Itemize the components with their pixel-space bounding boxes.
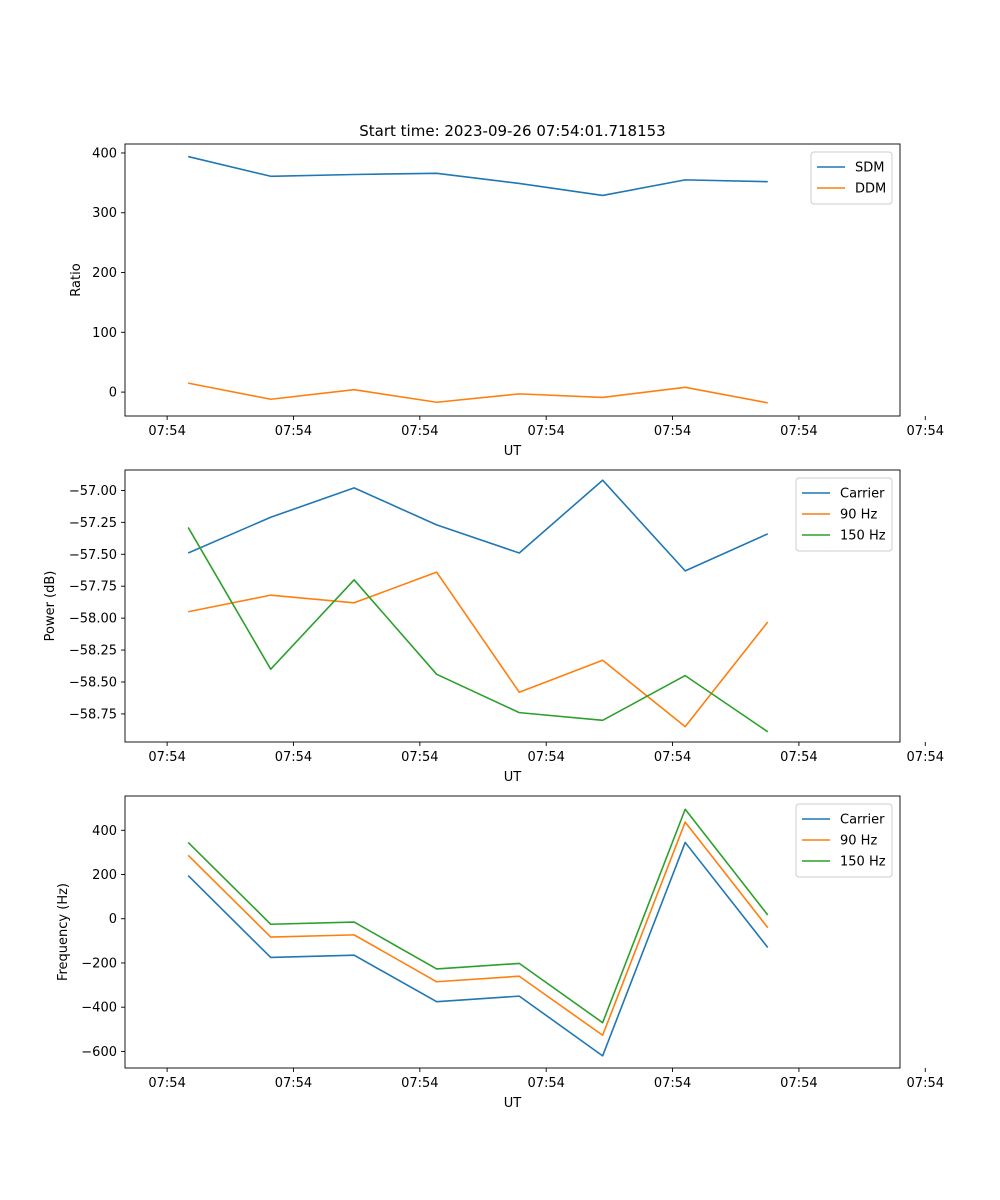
series-line-carrier [187, 479, 769, 572]
y-axis-label: Power (dB) [43, 571, 58, 642]
axes-frame [124, 795, 901, 1069]
y-tick-label: −57.50 [69, 548, 117, 563]
series-line-ddm [188, 382, 768, 404]
x-tick-label: 07:54 [907, 424, 944, 439]
y-tick-label: −200 [81, 956, 117, 971]
legend: SDM DDM [810, 151, 893, 205]
y-tick-label: −600 [81, 1045, 117, 1060]
y-tick-label: 300 [92, 206, 117, 221]
x-tick-label: 07:54 [527, 424, 564, 439]
y-tick-label: −58.75 [69, 707, 117, 722]
x-tick-label: 07:54 [907, 1076, 944, 1091]
x-tick-label: 07:54 [148, 424, 185, 439]
y-tick-label: 100 [92, 326, 117, 341]
legend-label: Carrier [840, 487, 885, 502]
legend-label: Carrier [840, 813, 885, 828]
legend: Carrier 90 Hz 150 Hz [795, 803, 893, 878]
subplot-1: 07:54 07:54 07:54 07:54 07:54 07:54 07:54 0 100 2… [69, 122, 944, 459]
x-tick-label: 07:54 [654, 1076, 691, 1091]
legend-label: 150 Hz [840, 855, 886, 870]
x-tick-label: 07:54 [527, 1076, 564, 1091]
y-tick-label: −58.25 [69, 644, 117, 659]
x-tick-label: 07:54 [148, 1076, 185, 1091]
legend-label: 90 Hz [840, 834, 877, 849]
series-line-150-hz [187, 527, 769, 733]
y-tick-label: 400 [92, 146, 117, 161]
x-tick-label: 07:54 [275, 424, 312, 439]
x-axis-label: UT [504, 444, 522, 459]
y-tick-label: −57.00 [69, 484, 117, 499]
x-tick-label: 07:54 [275, 1076, 312, 1091]
x-tick-label: 07:54 [780, 750, 817, 765]
chart-title: Start time: 2023-09-26 07:54:01.718153 [359, 122, 665, 140]
y-axis-label: Frequency (Hz) [56, 883, 71, 981]
x-tick-label: 07:54 [527, 750, 564, 765]
y-tick-label: 0 [109, 386, 117, 401]
y-tick-label: 200 [92, 868, 117, 883]
y-tick-label: 400 [92, 824, 117, 839]
legend-frame [795, 803, 893, 878]
y-tick-label: −400 [81, 1001, 117, 1016]
axes-frame [124, 469, 901, 743]
legend: Carrier 90 Hz 150 Hz [795, 477, 893, 552]
x-axis-label: UT [504, 1096, 522, 1111]
x-tick-label: 07:54 [148, 750, 185, 765]
legend-label: 150 Hz [840, 529, 886, 544]
x-tick-label: 07:54 [780, 1076, 817, 1091]
x-tick-label: 07:54 [401, 424, 438, 439]
x-tick-label: 07:54 [780, 424, 817, 439]
x-tick-label: 07:54 [907, 750, 944, 765]
series-line-90-hz [188, 571, 769, 728]
x-axis-label: UT [504, 770, 522, 785]
legend-label: 90 Hz [840, 508, 877, 523]
legend-label: DDM [855, 182, 886, 197]
series-line-carrier [187, 841, 769, 1057]
series-line-90-hz [187, 821, 769, 1037]
x-tick-label: 07:54 [275, 750, 312, 765]
x-tick-label: 07:54 [654, 750, 691, 765]
legend-label: SDM [855, 161, 884, 176]
y-tick-label: 200 [92, 266, 117, 281]
legend-frame [795, 477, 893, 552]
series-line-150-hz [187, 808, 769, 1024]
subplot-2: 07:54 07:54 07:54 07:54 07:54 07:54 07:54 −57.0… [43, 469, 944, 785]
axes-frame [124, 143, 901, 417]
x-tick-label: 07:54 [401, 750, 438, 765]
x-tick-label: 07:54 [654, 424, 691, 439]
y-tick-label: 0 [109, 912, 117, 927]
x-tick-label: 07:54 [401, 1076, 438, 1091]
subplot-3: 07:54 07:54 07:54 07:54 07:54 07:54 07:54 400 20… [56, 795, 944, 1111]
y-tick-label: −58.00 [69, 612, 117, 627]
series-line-sdm [187, 155, 768, 197]
legend-frame [810, 151, 893, 205]
y-tick-label: −58.50 [69, 675, 117, 690]
y-tick-label: −57.75 [69, 580, 117, 595]
y-tick-label: −57.25 [69, 516, 117, 531]
y-axis-label: Ratio [69, 263, 84, 296]
